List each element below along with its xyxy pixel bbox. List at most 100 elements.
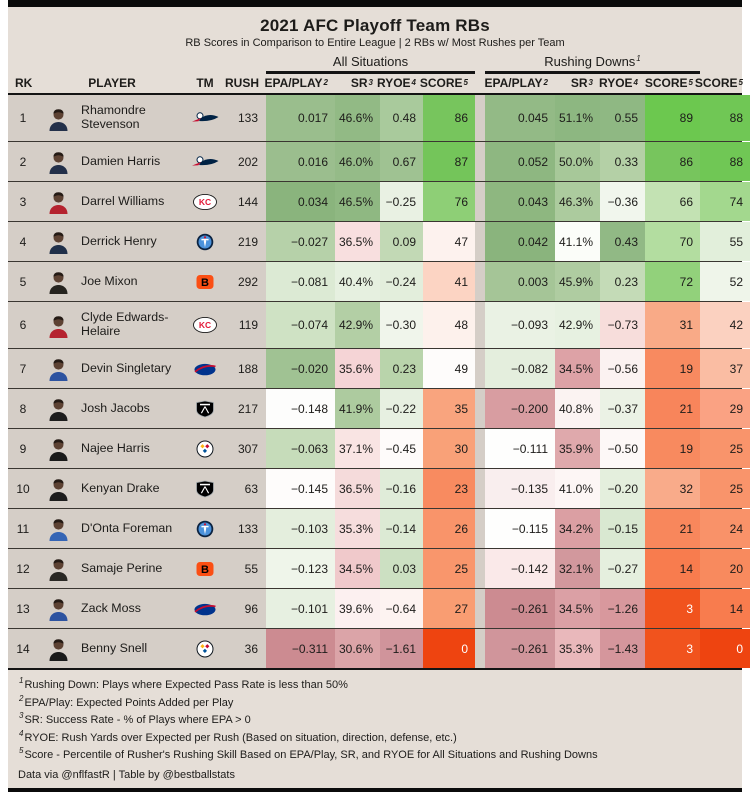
stat-cell: 37.1% — [335, 429, 380, 468]
stat-cell: 0.042 — [485, 222, 555, 261]
team-cell: B — [186, 262, 224, 301]
section-gap — [475, 509, 485, 548]
stat-cell: 70 — [645, 222, 700, 261]
rush-count-cell: 119 — [224, 302, 266, 348]
stat-cell: 74 — [700, 182, 750, 221]
stat-cell: 0.23 — [380, 349, 423, 388]
stat-cell: 42 — [700, 302, 750, 348]
avatar-cell — [38, 469, 78, 508]
rank-cell: 3 — [8, 182, 38, 221]
col-header-epa-rushing: EPA/PLAY 2 — [484, 76, 548, 90]
stat-cell: 29 — [700, 389, 750, 428]
stat-cell: 14 — [645, 549, 700, 588]
player-avatar-icon — [49, 439, 67, 461]
section-gap — [475, 222, 485, 261]
rush-count-cell: 63 — [224, 469, 266, 508]
stat-cell: 72 — [645, 262, 700, 301]
player-row: 6 Clyde Edwards-Helaire KC 119 −0.074 42.9% −0… — [8, 302, 750, 349]
player-row: 3 Darrel Williams KC 144 0.034 46.5% −0.25 76 0.… — [8, 182, 750, 222]
player-name: Rhamondre Stevenson — [78, 95, 186, 141]
stat-cell: 0.55 — [600, 95, 645, 141]
rush-count-cell: 133 — [224, 95, 266, 141]
stat-cell: 26 — [423, 509, 475, 548]
group-rushing-downs-sup: 1 — [636, 53, 641, 63]
rush-count-cell: 202 — [224, 142, 266, 181]
player-name: Derrick Henry — [78, 222, 186, 261]
stat-cell: 37 — [700, 349, 750, 388]
stat-cell: 88 — [700, 95, 750, 141]
team-cell — [186, 509, 224, 548]
stat-cell: 42.9% — [555, 302, 600, 348]
team-cell — [186, 469, 224, 508]
section-gap — [475, 469, 485, 508]
player-name: Josh Jacobs — [78, 389, 186, 428]
player-avatar-icon — [49, 272, 67, 294]
stat-cell: 35.3% — [335, 509, 380, 548]
stat-cell: 86 — [645, 142, 700, 181]
stat-cell: −0.082 — [485, 349, 555, 388]
avatar-cell — [38, 589, 78, 628]
stat-cell: 48 — [423, 302, 475, 348]
player-avatar-icon — [49, 232, 67, 254]
stat-cell: 14 — [700, 589, 750, 628]
stat-cell: 31 — [645, 302, 700, 348]
stat-cell: −0.37 — [600, 389, 645, 428]
stat-cell: 36.5% — [335, 222, 380, 261]
player-avatar-icon — [49, 599, 67, 621]
stat-cell: 0.33 — [600, 142, 645, 181]
stat-cell: 30 — [423, 429, 475, 468]
avatar-cell — [38, 389, 78, 428]
stat-cell: 21 — [645, 389, 700, 428]
stat-cell: 0.03 — [380, 549, 423, 588]
stat-cell: −0.111 — [485, 429, 555, 468]
stat-cell: −0.142 — [485, 549, 555, 588]
avatar-cell — [38, 222, 78, 261]
player-row: 5 Joe Mixon B 292 −0.081 40.4% −0.24 41 0.003 45.… — [8, 262, 750, 302]
team-logo-ten-icon — [196, 520, 214, 537]
stat-cell: −0.063 — [266, 429, 335, 468]
stat-cell: 3 — [645, 629, 700, 668]
stat-cell: 40.4% — [335, 262, 380, 301]
stat-cell: −0.36 — [600, 182, 645, 221]
stat-cell: −0.73 — [600, 302, 645, 348]
player-row: 4 Derrick Henry 219 −0.027 36.5% 0.09 47 0.042 4… — [8, 222, 750, 262]
player-name: Darrel Williams — [78, 182, 186, 221]
stat-cell: 41.0% — [555, 469, 600, 508]
stat-cell: 32.1% — [555, 549, 600, 588]
footnote: 1Rushing Down: Plays where Expected Pass… — [19, 676, 348, 691]
stat-cell: −0.103 — [266, 509, 335, 548]
player-row: 10 Kenyan Drake 63 −0.145 36.5% −0.16 23 −0.135… — [8, 469, 750, 509]
team-logo-kc-icon: KC — [193, 193, 217, 210]
stat-cell: −0.145 — [266, 469, 335, 508]
rank-cell: 10 — [8, 469, 38, 508]
stat-cell: 23 — [423, 469, 475, 508]
stat-cell: −0.45 — [380, 429, 423, 468]
stat-cell: 0.48 — [380, 95, 423, 141]
team-cell — [186, 589, 224, 628]
footnote: 5Score - Percentile of Rusher's Rushing … — [19, 746, 598, 761]
top-border — [8, 0, 742, 7]
stat-cell: 50.0% — [555, 142, 600, 181]
rank-cell: 2 — [8, 142, 38, 181]
player-name: Devin Singletary — [78, 349, 186, 388]
player-avatar-icon — [49, 639, 67, 661]
avatar-cell — [38, 629, 78, 668]
stat-cell: 36.5% — [335, 469, 380, 508]
rank-cell: 13 — [8, 589, 38, 628]
stat-cell: 19 — [645, 429, 700, 468]
table-panel: 2021 AFC Playoff Team RBs RB Scores in C… — [8, 7, 750, 788]
player-avatar-icon — [49, 479, 67, 501]
col-header-rush: RUSH — [224, 76, 259, 90]
team-cell: B — [186, 549, 224, 588]
stat-cell: 89 — [645, 95, 700, 141]
team-logo-pit-icon — [196, 640, 214, 657]
col-header-sr-all: SR 3 — [350, 76, 373, 90]
stat-cell: 34.5% — [335, 549, 380, 588]
footnotes: 1Rushing Down: Plays where Expected Pass… — [8, 670, 742, 767]
stat-cell: −0.115 — [485, 509, 555, 548]
page-title: 2021 AFC Playoff Team RBs — [260, 16, 490, 35]
stat-cell: 0 — [700, 629, 750, 668]
stat-cell: 47 — [423, 222, 475, 261]
avatar-cell — [38, 429, 78, 468]
stat-cell: −0.64 — [380, 589, 423, 628]
